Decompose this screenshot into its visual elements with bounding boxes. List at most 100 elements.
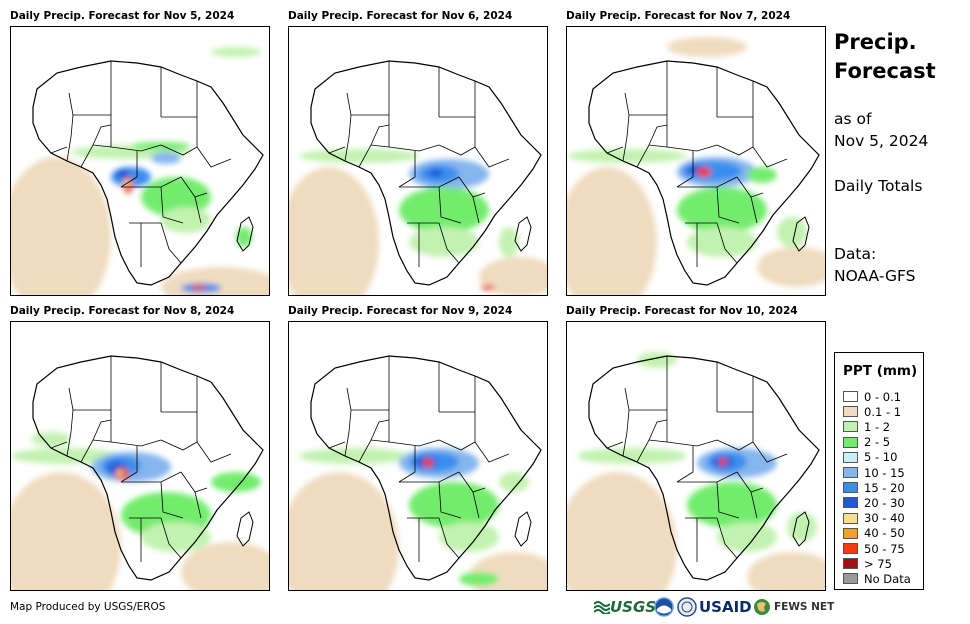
precip-patch-red bbox=[191, 285, 207, 290]
legend-entry: 40 - 50 bbox=[843, 526, 905, 541]
forecast-title: Precip. Forecast bbox=[834, 28, 936, 86]
usgs-wave-icon bbox=[594, 601, 610, 614]
legend-swatch bbox=[843, 512, 858, 524]
country-border bbox=[438, 439, 476, 451]
country-border bbox=[160, 144, 198, 156]
globe-icon bbox=[754, 599, 770, 615]
legend-swatch bbox=[843, 436, 858, 448]
country-border bbox=[196, 441, 232, 463]
precip-patch-tan bbox=[667, 37, 747, 57]
map-credit: Map Produced by USGS/EROS bbox=[10, 601, 166, 613]
legend-entry: 1 - 2 bbox=[843, 419, 890, 434]
noaa-emblem-icon bbox=[654, 597, 674, 617]
precip-patch-tan bbox=[289, 472, 399, 590]
country-border bbox=[160, 439, 198, 451]
precip-patch-red bbox=[697, 167, 711, 177]
precip-patch-green bbox=[211, 472, 261, 492]
precip-patch-lightgreen bbox=[567, 149, 687, 163]
legend-label: 2 - 5 bbox=[864, 435, 891, 450]
precip-patch-red bbox=[481, 285, 495, 290]
country-border bbox=[398, 446, 416, 483]
panel-title: Daily Precip. Forecast for Nov 6, 2024 bbox=[288, 10, 513, 22]
as-of-date: Nov 5, 2024 bbox=[834, 132, 929, 150]
africa-map-svg bbox=[289, 60, 547, 295]
precip-map[interactable] bbox=[10, 321, 270, 591]
legend-swatch bbox=[843, 573, 858, 585]
precip-field bbox=[289, 149, 547, 295]
country-border bbox=[622, 387, 630, 457]
country-border bbox=[180, 471, 208, 493]
coastline bbox=[310, 355, 542, 581]
country-border bbox=[160, 517, 182, 559]
fewsnet-text: FEWS NET bbox=[774, 601, 835, 613]
country-border bbox=[50, 441, 68, 449]
precip-patch-lightgreen bbox=[577, 448, 687, 464]
precip-field bbox=[567, 37, 825, 295]
country-border bbox=[438, 222, 460, 264]
precip-map[interactable] bbox=[10, 26, 270, 296]
country-border bbox=[50, 146, 68, 154]
precip-map[interactable] bbox=[566, 321, 826, 591]
legend-label: 40 - 50 bbox=[864, 526, 905, 541]
precip-field bbox=[11, 432, 269, 590]
fewsnet-logo[interactable]: FEWS NET bbox=[753, 597, 834, 617]
country-border bbox=[648, 419, 668, 441]
legend-entry: 5 - 10 bbox=[843, 450, 897, 465]
country-border bbox=[750, 491, 758, 519]
country-border bbox=[606, 441, 624, 449]
country-border bbox=[194, 491, 202, 519]
precip-patch-darkblue bbox=[116, 169, 130, 179]
legend-swatch bbox=[843, 467, 858, 478]
doc-seal-logo[interactable] bbox=[677, 597, 697, 617]
country-border bbox=[716, 439, 754, 451]
madagascar-outline bbox=[236, 511, 254, 547]
africa-map-svg bbox=[11, 355, 269, 590]
legend-label: 0.1 - 1 bbox=[864, 404, 902, 419]
precip-patch-lightblue bbox=[151, 152, 181, 164]
precip-patch-lightgreen bbox=[439, 522, 499, 552]
precip-patch-lightgreen bbox=[141, 522, 211, 552]
precip-patch-tan bbox=[757, 247, 825, 287]
usgs-logo[interactable]: USGS bbox=[594, 597, 656, 617]
country-border bbox=[388, 439, 440, 447]
country-border bbox=[66, 387, 74, 457]
country-border bbox=[472, 491, 480, 519]
country-border bbox=[160, 186, 184, 224]
precip-map[interactable] bbox=[288, 26, 548, 296]
legend-swatch bbox=[843, 527, 858, 539]
country-border bbox=[438, 144, 476, 156]
country-border bbox=[474, 146, 510, 168]
precip-patch-lightgreen bbox=[31, 432, 71, 446]
usaid-logo[interactable]: USAID bbox=[699, 597, 752, 617]
legend-label: 0 - 0.1 bbox=[864, 389, 902, 404]
legend-entry: 15 - 20 bbox=[843, 480, 905, 495]
legend-swatch bbox=[843, 421, 858, 433]
country-border bbox=[648, 124, 668, 146]
seal-icon bbox=[677, 597, 697, 617]
precip-patch-green bbox=[687, 482, 777, 528]
country-border bbox=[196, 146, 232, 168]
usaid-text: USAID bbox=[699, 598, 752, 616]
country-border bbox=[66, 92, 74, 162]
precip-patch-green bbox=[236, 227, 252, 247]
country-border bbox=[110, 439, 162, 447]
madagascar-outline bbox=[792, 511, 810, 547]
precip-map[interactable] bbox=[288, 321, 548, 591]
country-border bbox=[666, 439, 718, 447]
country-border bbox=[716, 517, 738, 559]
noaa-logo[interactable] bbox=[654, 597, 674, 617]
panel-title: Daily Precip. Forecast for Nov 8, 2024 bbox=[10, 305, 235, 317]
country-border bbox=[716, 222, 738, 264]
data-source: NOAA-GFS bbox=[834, 267, 916, 285]
precip-patch-lightgreen bbox=[409, 227, 479, 257]
country-border bbox=[716, 186, 740, 224]
country-border bbox=[92, 419, 112, 441]
data-source-block: Data: NOAA-GFS bbox=[834, 243, 915, 287]
precip-patch-lightgreen bbox=[299, 448, 409, 464]
precip-field bbox=[11, 47, 269, 295]
madagascar-outline bbox=[792, 216, 810, 252]
legend-label: 20 - 30 bbox=[864, 495, 905, 510]
country-border bbox=[92, 124, 112, 146]
precip-patch-lightgreen bbox=[687, 227, 757, 257]
precip-map[interactable] bbox=[566, 26, 826, 296]
